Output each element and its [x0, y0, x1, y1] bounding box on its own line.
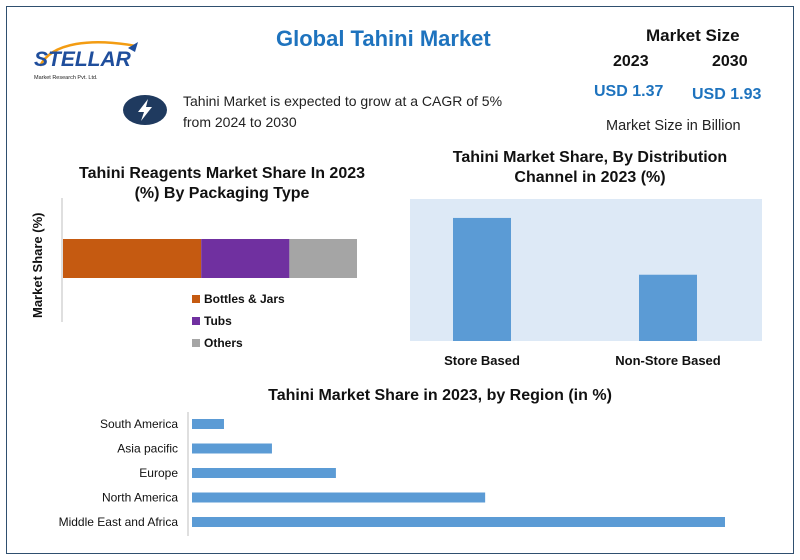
region-chart-title: Tahini Market Share in 2023, by Region (…	[268, 387, 612, 404]
distribution-label-store-based: Store Based	[444, 353, 520, 368]
packaging-bars	[63, 239, 357, 278]
logo-mark: STELLAR	[34, 41, 138, 71]
region-bar-middle-east-and-africa	[192, 517, 725, 527]
packaging-bar-others	[289, 239, 357, 278]
legend-swatch-bottles-jars	[192, 295, 200, 303]
legend-swatch-others	[192, 339, 200, 347]
market-size-year-2: 2030	[712, 53, 748, 70]
distribution-bar-non-store-based	[639, 274, 697, 341]
region-bar-south-america	[192, 419, 224, 429]
region-category-labels: South America Asia pacific Europe North Ame…	[59, 417, 179, 529]
region-label-europe: Europe	[139, 466, 178, 480]
region-bars	[192, 419, 725, 527]
distribution-chart-title: Tahini Market Share, By Distribution Cha…	[452, 149, 728, 186]
region-bar-europe	[192, 468, 336, 478]
packaging-legend: Bottles & Jars Tubs Others	[192, 292, 285, 350]
distribution-bars	[453, 217, 697, 341]
legend-label-tubs: Tubs	[204, 314, 232, 328]
distribution-label-non-store-based: Non-Store Based	[615, 353, 721, 368]
distribution-bar-store-based	[453, 217, 511, 341]
market-size-year-1: 2023	[613, 53, 649, 70]
region-bar-north-america	[192, 492, 486, 503]
cagr-statement: Tahini Market is expected to grow at a C…	[183, 93, 503, 130]
distribution-category-labels: Store Based Non-Store Based	[444, 353, 721, 368]
packaging-bar-bottles-jars	[63, 239, 202, 278]
packaging-chart-title: Tahini Reagents Market Share In 2023 (%)…	[78, 165, 366, 202]
region-label-south-america: South America	[100, 417, 178, 431]
region-label-north-america: North America	[102, 491, 178, 505]
region-bar-asia-pacific	[192, 443, 272, 454]
region-label-middle-east-and-africa: Middle East and Africa	[59, 515, 179, 529]
market-size-value-2: USD 1.93	[692, 86, 762, 103]
market-size-unit: Market Size in Billion	[606, 118, 741, 134]
region-label-asia-pacific: Asia pacific	[117, 442, 178, 456]
legend-label-bottles-jars: Bottles & Jars	[204, 292, 285, 306]
market-size-value-1: USD 1.37	[594, 83, 664, 100]
lightning-bolt-icon	[122, 94, 168, 126]
legend-label-others: Others	[204, 336, 243, 350]
packaging-bar-tubs	[201, 239, 290, 278]
logo-text: STELLAR	[34, 48, 132, 71]
company-logo: STELLAR Market Research Pvt. Ltd.	[32, 36, 142, 86]
market-size-label: Market Size	[646, 26, 740, 45]
main-title: Global Tahini Market	[276, 26, 491, 51]
logo-subtext: Market Research Pvt. Ltd.	[34, 75, 98, 81]
legend-swatch-tubs	[192, 317, 200, 325]
